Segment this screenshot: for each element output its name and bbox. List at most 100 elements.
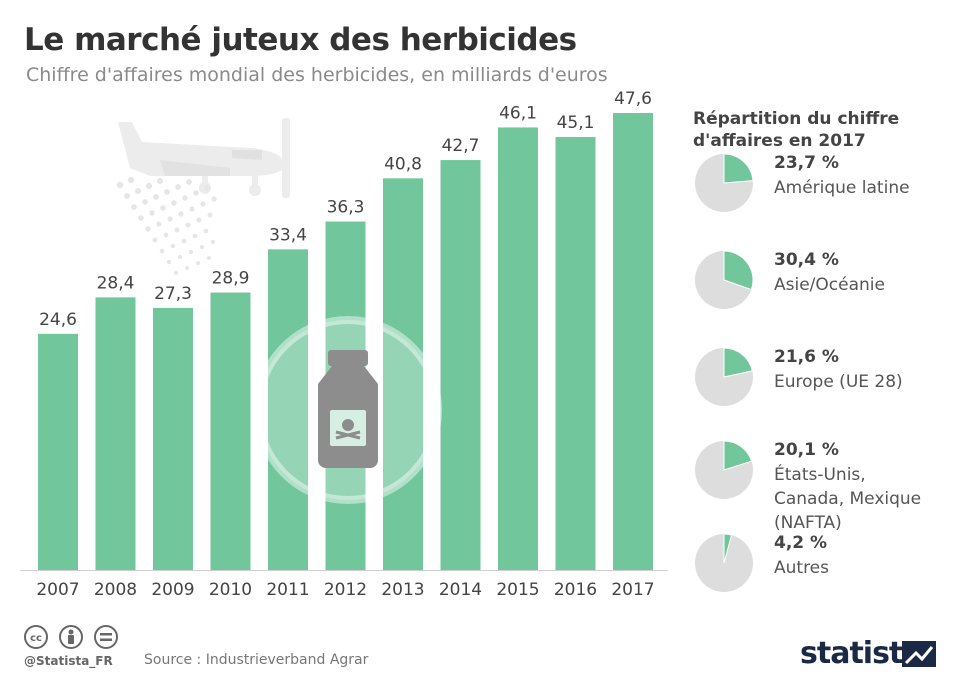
spray-dot: [199, 244, 205, 250]
category-label-2010: 2010: [209, 580, 252, 600]
spray-dot: [145, 182, 153, 190]
value-label-2012: 36,3: [327, 198, 365, 218]
nd-equals-icon: [94, 625, 118, 649]
spray-dot: [200, 201, 206, 207]
bar-2009: [153, 307, 193, 570]
spray-dot: [192, 233, 198, 239]
bar-2017: [613, 113, 653, 570]
bar-2015: [498, 127, 538, 570]
region-item: 30,4 % Asie/Océanie: [694, 250, 944, 340]
spray-dot: [116, 181, 124, 189]
region-name: Europe (UE 28): [774, 372, 903, 392]
bar-2016: [555, 137, 596, 571]
category-label-2017: 2017: [611, 580, 654, 600]
spray-dot: [166, 259, 172, 265]
spray-dot: [156, 221, 162, 227]
value-label-2016: 45,1: [557, 113, 595, 133]
value-label-2015: 46,1: [499, 103, 537, 123]
category-label-2007: 2007: [36, 580, 79, 600]
spray-dot: [138, 215, 144, 221]
category-label-2016: 2016: [554, 580, 597, 600]
source-text: Source : Industrieverband Agrar: [144, 652, 369, 668]
region-pie: [695, 153, 754, 212]
category-label-2011: 2011: [266, 580, 309, 600]
spray-dot: [123, 192, 131, 200]
spray-dot: [142, 199, 148, 205]
region-item: 20,1 % États-Unis, Canada, Mexique (NAFTA…: [694, 440, 944, 533]
spray-dot: [149, 210, 155, 216]
page-title: Le marché juteux des herbicides: [24, 22, 577, 58]
region-pct: 30,4 %: [774, 250, 839, 270]
license-icons: cc: [24, 625, 118, 649]
pie-slice: [723, 347, 753, 378]
region-pct: 20,1 %: [774, 440, 839, 460]
region-pie: [695, 533, 753, 592]
spray-dot: [134, 187, 142, 195]
spray-dot: [164, 189, 170, 195]
spray-dot: [193, 190, 199, 196]
pie-slice: [723, 533, 733, 564]
spray-dot: [174, 271, 178, 275]
spray-dot: [185, 222, 191, 228]
region-item: 21,6 % Europe (UE 28): [694, 347, 944, 437]
value-label-2010: 28,9: [212, 269, 250, 289]
category-label-2014: 2014: [439, 580, 482, 600]
pie-slice: [723, 440, 753, 471]
category-label-2009: 2009: [151, 580, 194, 600]
statista-mark-icon: [902, 641, 936, 667]
bar-2008: [95, 297, 136, 570]
value-label-2014: 42,7: [442, 136, 480, 156]
spray-dot: [153, 194, 159, 200]
spray-dot: [127, 176, 135, 184]
spray-dot: [207, 256, 211, 260]
spray-dot: [156, 177, 164, 185]
spray-dot: [174, 227, 180, 233]
region-name: États-Unis, Canada, Mexique (NAFTA): [774, 465, 922, 533]
airplane-icon: [118, 118, 290, 198]
category-label-2008: 2008: [94, 580, 137, 600]
spray-dot: [163, 232, 169, 238]
value-label-2008: 28,4: [97, 273, 135, 293]
value-label-2013: 40,8: [384, 154, 422, 174]
spray-dot: [131, 204, 137, 210]
svg-text:cc: cc: [30, 633, 42, 644]
spray-dot: [186, 179, 192, 185]
value-label-2011: 33,4: [269, 225, 307, 245]
bar-2013: [383, 178, 423, 570]
category-label-2013: 2013: [381, 580, 424, 600]
spray-dot: [181, 238, 187, 244]
spray-dot: [185, 266, 189, 270]
spray-dot: [177, 254, 183, 260]
spray-dot: [210, 239, 216, 245]
value-label-2007: 24,6: [39, 310, 77, 330]
spray-dot: [175, 184, 181, 190]
bar-2010: [210, 292, 251, 570]
bar-2011: [268, 249, 308, 571]
pie-slice: [723, 153, 754, 184]
region-pct: 4,2 %: [774, 533, 828, 553]
region-pie: [695, 440, 753, 499]
category-label-2012: 2012: [324, 580, 367, 600]
spray-dot: [207, 212, 213, 218]
region-pie: [695, 250, 754, 309]
spray-dot: [189, 206, 195, 212]
region-pct: 23,7 %: [774, 153, 839, 173]
spray-dot: [182, 195, 188, 201]
spray-dot: [170, 243, 176, 249]
page-subtitle: Chiffre d'affaires mondial des herbicide…: [26, 64, 608, 86]
value-label-2009: 27,3: [154, 284, 192, 304]
category-label-2015: 2015: [496, 580, 539, 600]
bar-2014: [440, 160, 481, 570]
region-name: Autres: [774, 558, 830, 578]
spray-dot: [196, 261, 200, 265]
spray-dot: [152, 237, 158, 243]
region-name: Asie/Océanie: [774, 275, 885, 295]
spray-dot: [171, 200, 177, 206]
breakdown-title: Répartition du chiffre d'affaires en 201…: [693, 109, 900, 151]
spray-dot: [188, 249, 194, 255]
region-pct: 21,6 %: [774, 347, 839, 367]
pie-slice: [723, 250, 754, 291]
region-item: 23,7 % Amérique latine: [694, 153, 944, 243]
spray-icon: [116, 176, 217, 275]
by-person-icon: [59, 625, 83, 649]
